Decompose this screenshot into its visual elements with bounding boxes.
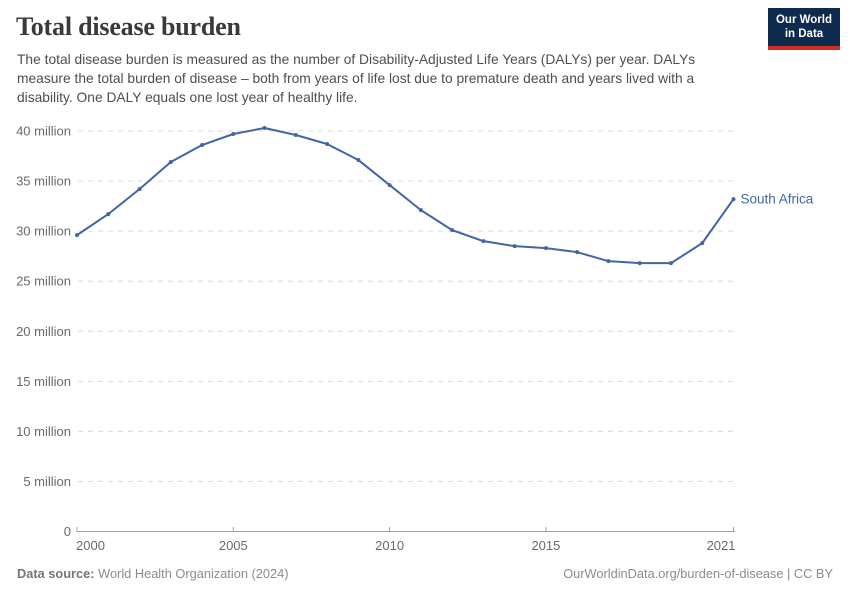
data-point[interactable] [293,133,298,138]
data-point[interactable] [575,250,580,255]
data-point[interactable] [543,246,548,251]
data-point[interactable] [731,197,736,202]
data-point[interactable] [200,143,205,148]
data-point[interactable] [481,239,486,244]
owid-logo-line2: in Data [784,28,824,40]
data-point[interactable] [606,259,611,264]
y-axis-tick-label: 35 million [16,174,71,189]
data-source-value[interactable]: World Health Organization (2024) [98,566,289,581]
series-end-label[interactable]: South Africa [741,192,814,207]
data-point[interactable] [387,183,392,188]
data-line-south-africa[interactable] [76,126,735,265]
data-point[interactable] [700,241,705,246]
y-axis-tick-label: 40 million [16,124,71,139]
y-axis-tick-label: 5 million [23,474,71,489]
data-point[interactable] [512,244,517,249]
x-axis-tick-label: 2021 [707,538,736,553]
data-point[interactable] [137,187,142,192]
data-source-line: Data source: World Health Organization (… [17,566,289,581]
chart-subtitle: The total disease burden is measured as … [17,52,696,106]
data-point[interactable] [356,158,361,163]
data-point[interactable] [450,228,455,233]
data-point[interactable] [325,142,330,147]
y-axis-tick-label: 0 [64,524,71,539]
chart-footer: Data source: World Health Organization (… [17,566,833,581]
data-point[interactable] [262,125,267,130]
y-axis-tick-label: 20 million [16,324,71,339]
data-point[interactable] [106,212,111,217]
x-axis-tick-label: 2005 [219,538,248,553]
x-axis-tick-label: 2010 [375,538,404,553]
data-point[interactable] [637,261,642,266]
y-axis-tick-label: 10 million [16,424,71,439]
data-point[interactable] [668,261,673,266]
y-axis-tick-label: 30 million [16,224,71,239]
data-point[interactable] [418,208,423,213]
page-title: Total disease burden [16,12,241,41]
data-source-label: Data source: [17,566,95,581]
data-point[interactable] [168,160,173,165]
data-point[interactable] [231,132,236,137]
owid-logo[interactable]: Our World in Data [768,8,840,50]
data-point[interactable] [75,233,79,238]
owid-logo-line1: Our World [775,13,832,26]
x-axis-tick-label: 2000 [76,538,105,553]
x-axis-tick-label: 2015 [531,538,560,553]
y-axis-tick-label: 15 million [16,374,71,389]
y-axis-tick-label: 25 million [16,274,71,289]
attribution-link[interactable]: OurWorldinData.org/burden-of-disease | C… [563,566,833,581]
